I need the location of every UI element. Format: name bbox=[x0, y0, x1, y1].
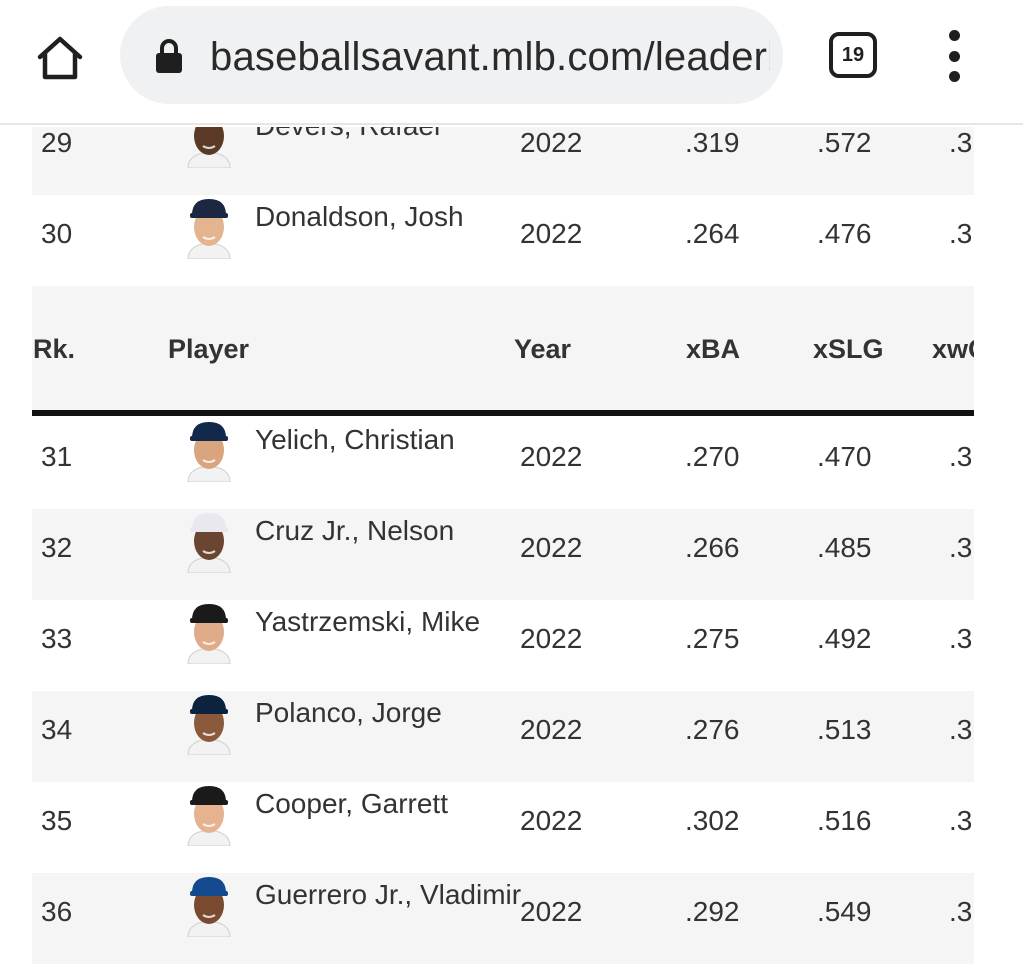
table-row[interactable]: 31 Yelich, Christian 2022 .270 .470 .3 bbox=[32, 418, 974, 509]
browser-toolbar: baseballsavant.mlb.com/leaderboard 19 bbox=[0, 0, 1023, 125]
row-xba: .302 bbox=[685, 805, 740, 836]
header-xba[interactable]: xBA bbox=[686, 334, 741, 364]
row-xwoba: .3 bbox=[949, 127, 973, 158]
row-xwoba: .3 bbox=[949, 896, 973, 927]
table-row[interactable]: 30 Donaldson, Josh 2022 .264 .476 .3 bbox=[32, 195, 974, 286]
row-xslg: .485 bbox=[817, 532, 872, 563]
row-xwoba: .3 bbox=[949, 714, 973, 745]
row-rank: 29 bbox=[41, 127, 73, 158]
row-player-name[interactable]: Cooper, Garrett bbox=[255, 788, 448, 819]
row-player-name[interactable]: Yelich, Christian bbox=[255, 424, 455, 455]
player-headshot bbox=[187, 604, 231, 664]
row-xwoba: .3 bbox=[949, 532, 973, 563]
row-rank: 31 bbox=[41, 441, 73, 472]
table-row[interactable]: 32 Cruz Jr., Nelson 2022 .266 .485 .3 bbox=[32, 509, 974, 600]
row-xwoba: .3 bbox=[949, 805, 973, 836]
table-row[interactable]: 35 Cooper, Garrett 2022 .302 .516 .3 bbox=[32, 782, 974, 873]
row-xslg: .470 bbox=[817, 441, 872, 472]
row-player-name[interactable]: Yastrzemski, Mike bbox=[255, 606, 481, 637]
row-xba: .275 bbox=[685, 623, 740, 654]
row-xba: .264 bbox=[685, 218, 740, 249]
row-xwoba: .3 bbox=[949, 441, 973, 472]
player-headshot bbox=[187, 786, 231, 846]
row-xslg: .549 bbox=[817, 896, 872, 927]
row-xba: .276 bbox=[685, 714, 740, 745]
row-xslg: .516 bbox=[817, 805, 872, 836]
row-xba: .266 bbox=[685, 532, 740, 563]
player-headshot bbox=[187, 513, 231, 573]
row-year: 2022 bbox=[520, 441, 583, 472]
row-player-name[interactable]: Devers, Rafael bbox=[255, 127, 440, 143]
player-headshot bbox=[187, 199, 231, 259]
lock-icon bbox=[156, 39, 182, 73]
more-vert-icon-dot bbox=[948, 50, 960, 62]
player-headshot bbox=[187, 695, 231, 755]
row-year: 2022 bbox=[520, 896, 583, 927]
row-year: 2022 bbox=[520, 714, 583, 745]
row-xba: .319 bbox=[685, 127, 740, 158]
row-xwoba: .3 bbox=[949, 623, 973, 654]
more-menu-button[interactable] bbox=[938, 30, 970, 82]
row-rank: 34 bbox=[41, 714, 73, 745]
table-row[interactable]: 29 Devers, Rafael 2022 .319 .572 .3 bbox=[32, 127, 974, 195]
row-player-name[interactable]: Guerrero Jr., Vladimir bbox=[255, 879, 522, 910]
leaderboard-table: 29 Devers, Rafael 2022 .319 .572 .3 30 Donaldso… bbox=[32, 127, 974, 971]
player-headshot bbox=[187, 127, 231, 168]
header-xwoba[interactable]: xwOBA bbox=[932, 334, 974, 364]
row-rank: 35 bbox=[41, 805, 73, 836]
row-xwoba: .3 bbox=[949, 218, 973, 249]
tab-switcher-button[interactable]: 19 bbox=[829, 32, 877, 78]
row-xslg: .513 bbox=[817, 714, 872, 745]
header-xslg[interactable]: xSLG bbox=[813, 334, 884, 364]
header-rank[interactable]: Rk. bbox=[33, 334, 76, 364]
row-xba: .270 bbox=[685, 441, 740, 472]
row-xslg: .572 bbox=[817, 127, 872, 158]
row-rank: 32 bbox=[41, 532, 73, 563]
row-rank: 36 bbox=[41, 896, 73, 927]
row-xba: .292 bbox=[685, 896, 740, 927]
url-text[interactable]: baseballsavant.mlb.com/leaderboard bbox=[210, 35, 770, 79]
player-headshot bbox=[187, 422, 231, 482]
address-bar[interactable]: baseballsavant.mlb.com/leaderboard bbox=[120, 6, 783, 104]
player-headshot bbox=[187, 877, 231, 937]
header-year[interactable]: Year bbox=[514, 334, 572, 364]
row-year: 2022 bbox=[520, 218, 583, 249]
row-year: 2022 bbox=[520, 127, 583, 158]
row-player-name[interactable]: Cruz Jr., Nelson bbox=[255, 515, 455, 546]
table-row[interactable]: 34 Polanco, Jorge 2022 .276 .513 .3 bbox=[32, 691, 974, 782]
more-vert-icon-dot bbox=[948, 71, 960, 82]
header-player[interactable]: Player bbox=[168, 334, 250, 364]
row-year: 2022 bbox=[520, 623, 583, 654]
home-icon bbox=[37, 36, 83, 80]
row-xslg: .492 bbox=[817, 623, 872, 654]
home-button[interactable] bbox=[30, 28, 90, 88]
more-vert-icon bbox=[948, 30, 960, 41]
table-header-row: Rk. Player Year xBA xSLG xwOBA bbox=[32, 286, 974, 416]
row-xslg: .476 bbox=[817, 218, 872, 249]
row-year: 2022 bbox=[520, 532, 583, 563]
row-rank: 30 bbox=[41, 218, 73, 249]
row-rank: 33 bbox=[41, 623, 73, 654]
row-year: 2022 bbox=[520, 805, 583, 836]
table-row[interactable]: 36 Guerrero Jr., Vladimir 2022 .292 .549 .3 bbox=[32, 873, 974, 964]
row-player-name[interactable]: Polanco, Jorge bbox=[255, 697, 442, 728]
row-player-name[interactable]: Donaldson, Josh bbox=[255, 201, 464, 232]
table-row[interactable]: 33 Yastrzemski, Mike 2022 .275 .492 .3 bbox=[32, 600, 974, 691]
